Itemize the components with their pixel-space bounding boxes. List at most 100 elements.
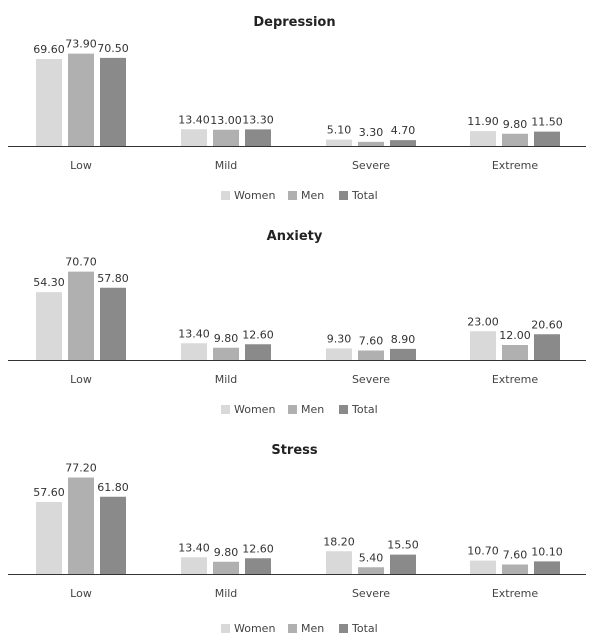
chart-title: Anxiety [267,229,323,244]
data-label: 20.60 [531,318,563,331]
category-label: Mild [215,373,238,386]
category-label: Mild [215,159,238,172]
data-label: 8.90 [391,333,416,346]
bar-anxiety-severe-women [326,348,352,360]
chart-title: Stress [271,443,318,458]
bar-stress-mild-women [181,557,207,574]
bar-stress-low-total [100,496,126,574]
chart-depression-svg: Depression 69.60 73.90 70.50 Low 13.40 13.00 13… [8,15,586,172]
chart-anxiety: Anxiety 54.30 70.70 57.80 Low 13.40 9.80 12.60 M… [0,214,589,399]
data-label: 9.80 [214,332,239,345]
legend-item-men: Men [288,189,324,202]
data-label: 13.40 [178,541,210,554]
data-label: 70.70 [65,256,97,269]
legend-item-women: Women [221,622,275,635]
bar-anxiety-extreme-women [470,331,496,360]
legend-label: Women [234,622,276,635]
data-label: 12.00 [499,329,531,342]
legend-depression: Women Men Total [0,189,589,205]
data-label: 13.00 [210,114,242,127]
data-label: 13.40 [178,113,210,126]
bar-depression-mild-men [213,129,239,146]
bar-stress-severe-men [358,567,384,574]
bar-anxiety-extreme-men [502,345,528,360]
bar-anxiety-low-women [36,292,62,360]
data-label: 7.60 [359,335,384,348]
category-label: Mild [215,587,238,600]
data-label: 57.60 [33,486,65,499]
bar-stress-extreme-women [470,560,496,574]
bar-stress-extreme-total [534,561,560,574]
data-label: 15.50 [387,539,419,552]
legend-anxiety: Women Men Total [0,403,589,419]
data-label: 23.00 [467,315,499,328]
legend-label: Total [352,189,378,202]
data-label: 11.90 [467,115,499,128]
data-label: 61.80 [97,481,129,494]
legend-item-men: Men [288,622,324,635]
legend-label: Men [301,622,325,635]
legend-item-total: Total [339,189,378,202]
legend-label: Total [352,403,378,416]
data-label: 13.30 [242,113,274,126]
legend-label: Women [234,403,276,416]
bar-stress-low-men [68,477,94,574]
bar-anxiety-severe-men [358,350,384,360]
bar-stress-severe-women [326,551,352,574]
data-label: 54.30 [33,276,65,289]
bar-stress-extreme-men [502,564,528,574]
bar-stress-mild-men [213,561,239,574]
data-label: 69.60 [33,43,65,56]
bar-depression-low-total [100,57,126,146]
legend-swatch [288,624,297,633]
category-label: Extreme [492,587,539,600]
legend-swatch [288,191,297,200]
data-label: 12.60 [242,328,274,341]
bar-depression-extreme-men [502,133,528,146]
category-label: Severe [352,373,390,386]
category-label: Low [70,159,92,172]
bar-depression-mild-total [245,129,271,146]
chart-stress: Stress 57.60 77.20 61.80 Low 13.40 9.80 12.60 Mi… [0,428,589,613]
legend-item-women: Women [221,403,275,416]
legend-stress: Women Men Total [0,622,589,638]
data-label: 9.80 [503,118,528,131]
bar-depression-extreme-women [470,131,496,146]
data-label: 12.60 [242,542,274,555]
bar-stress-mild-total [245,558,271,574]
bar-depression-mild-women [181,129,207,146]
bar-stress-low-women [36,502,62,574]
bar-depression-severe-men [358,141,384,146]
data-label: 77.20 [65,462,97,475]
bar-anxiety-mild-men [213,347,239,360]
data-label: 7.60 [503,549,528,562]
bar-anxiety-low-men [68,271,94,360]
bar-anxiety-mild-women [181,343,207,360]
legend-label: Men [301,403,325,416]
data-label: 10.70 [467,545,499,558]
legend-label: Women [234,189,276,202]
category-label: Low [70,373,92,386]
data-label: 70.50 [97,42,129,55]
bar-depression-low-men [68,53,94,146]
bar-depression-severe-women [326,139,352,146]
category-label: Low [70,587,92,600]
legend-swatch [221,191,230,200]
data-label: 5.40 [359,551,384,564]
category-label: Severe [352,159,390,172]
chart-title: Depression [253,15,335,30]
legend-item-total: Total [339,622,378,635]
data-label: 5.10 [327,124,352,137]
category-label: Extreme [492,159,539,172]
legend-swatch [339,405,348,414]
data-label: 3.30 [359,126,384,139]
data-label: 9.30 [327,332,352,345]
legend-swatch [221,624,230,633]
category-label: Severe [352,587,390,600]
chart-depression: Depression 69.60 73.90 70.50 Low 13.40 13.00 13… [0,0,589,185]
bar-depression-low-women [36,59,62,146]
legend-swatch [339,191,348,200]
data-label: 18.20 [323,535,355,548]
